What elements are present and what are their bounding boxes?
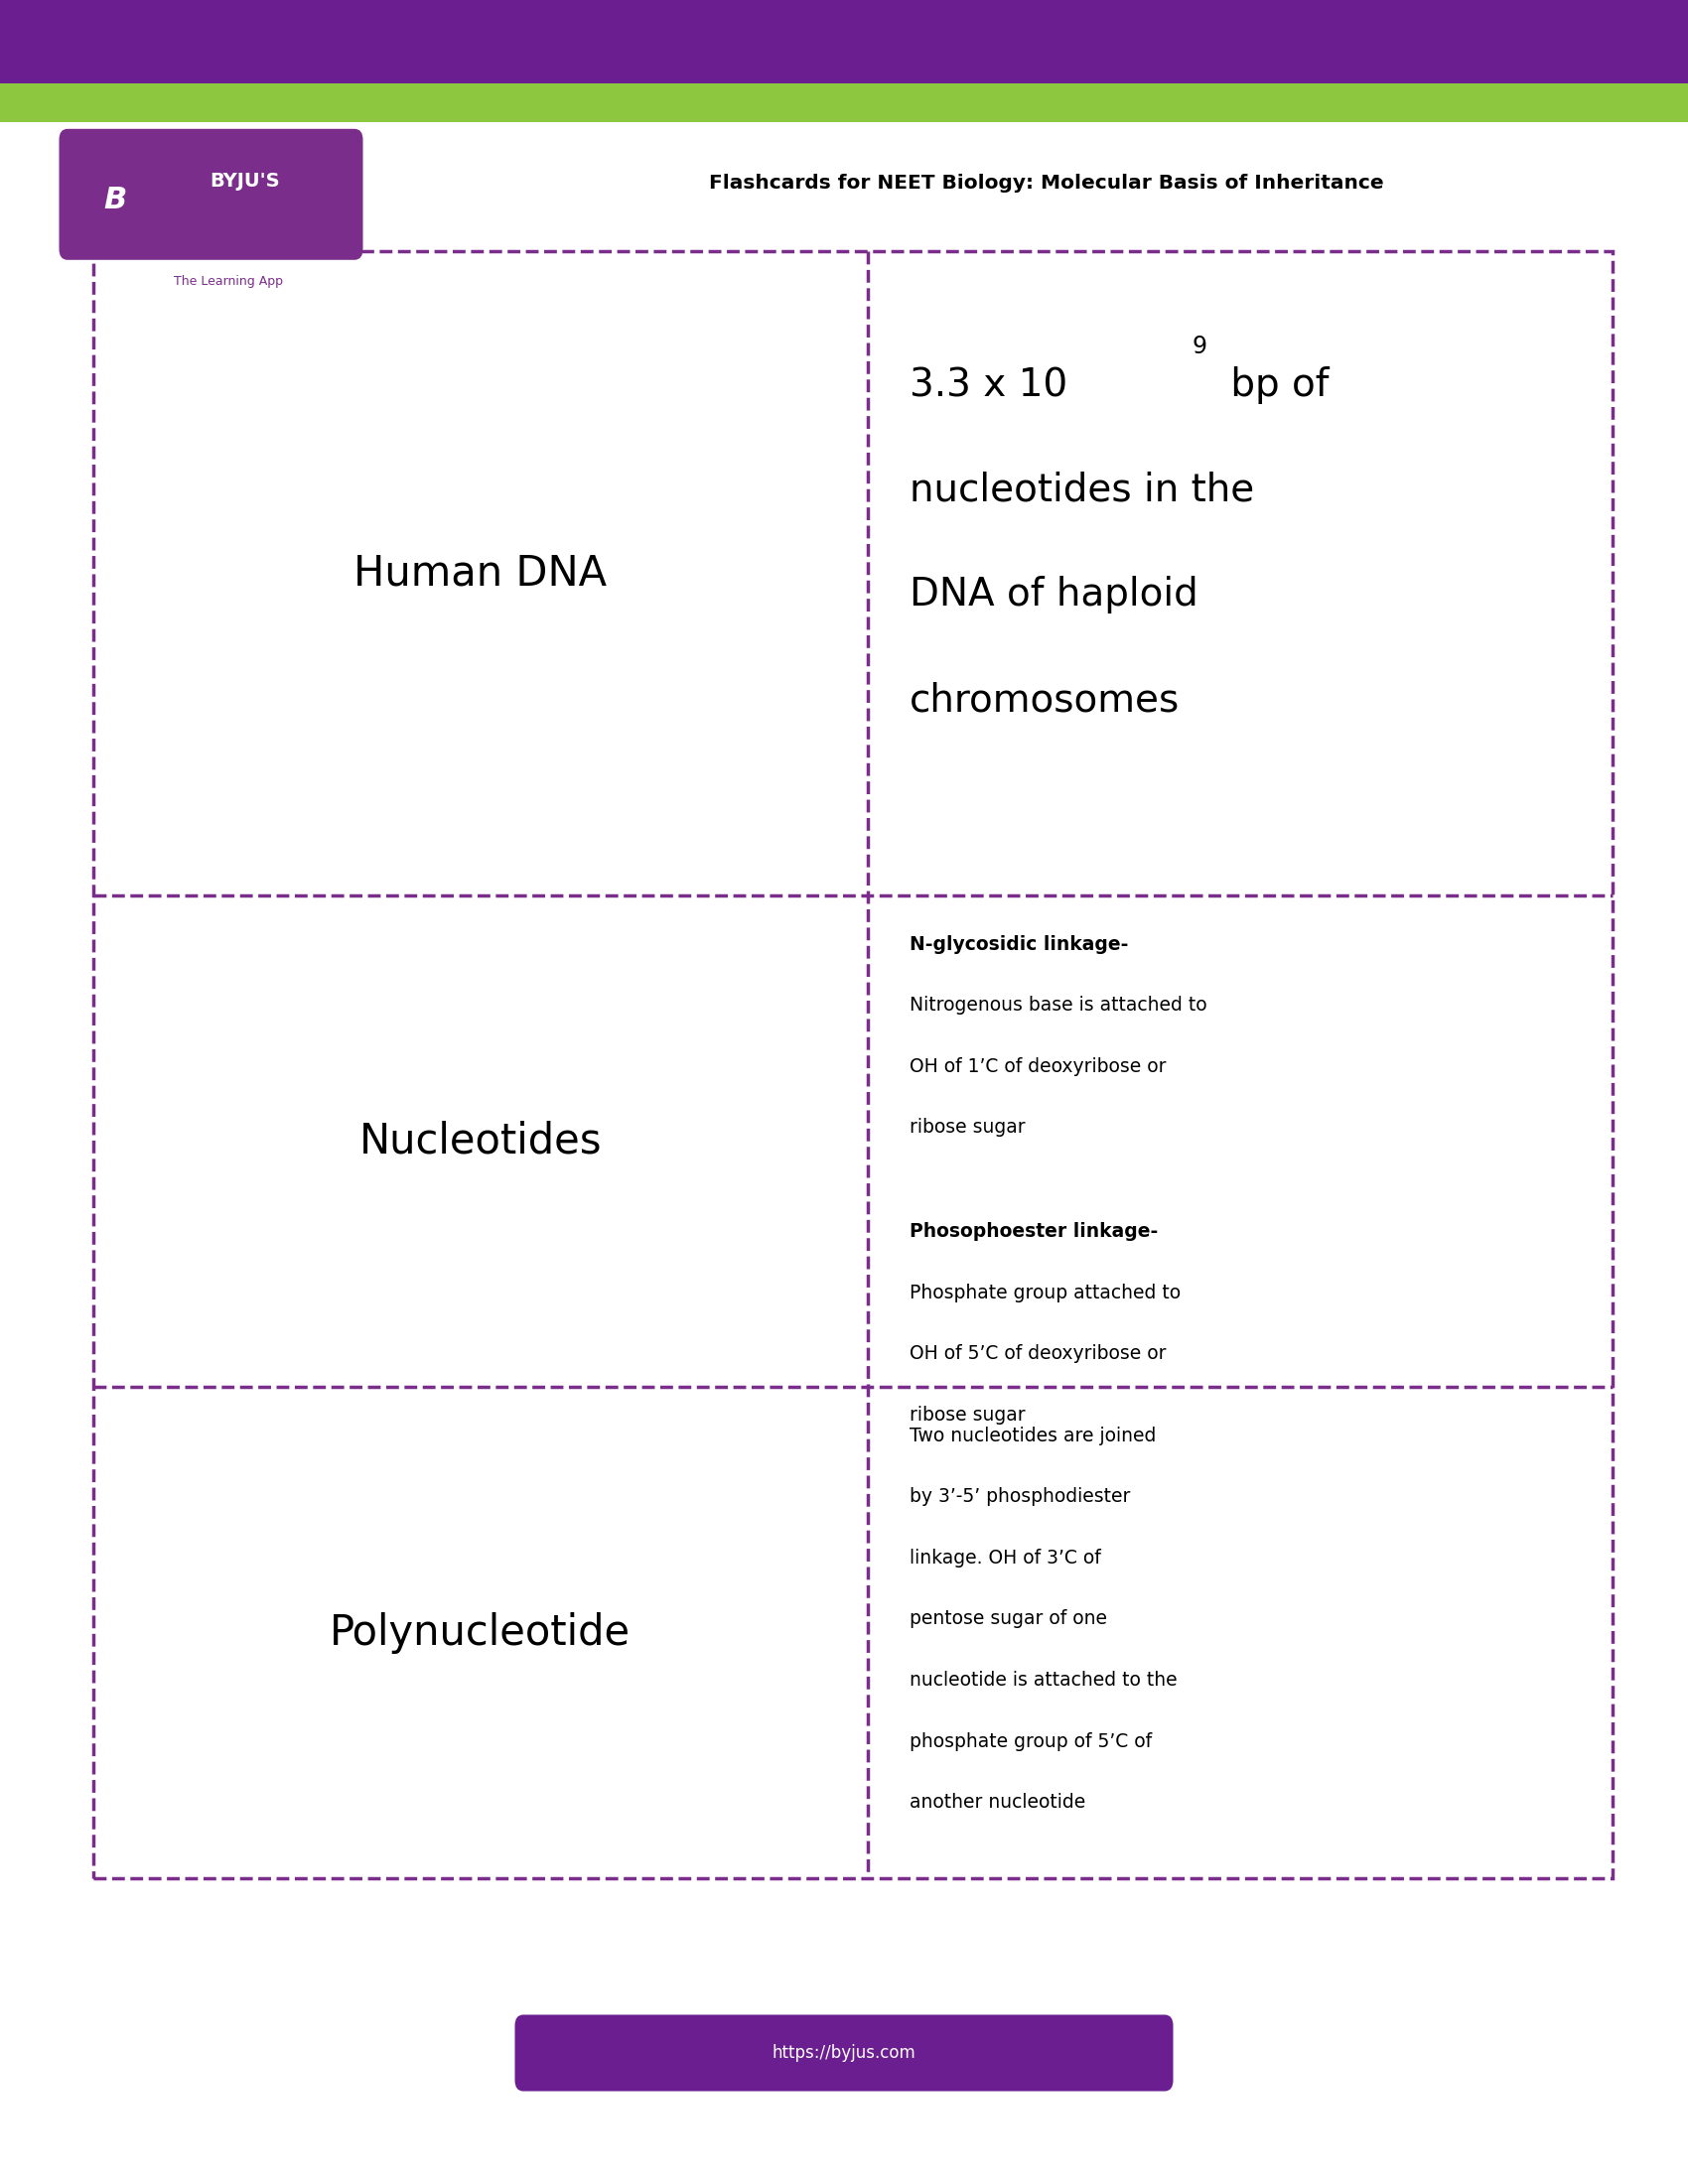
Text: chromosomes: chromosomes — [910, 681, 1180, 719]
Text: Two nucleotides are joined: Two nucleotides are joined — [910, 1426, 1156, 1446]
Text: nucleotides in the: nucleotides in the — [910, 472, 1254, 509]
Text: nucleotide is attached to the: nucleotide is attached to the — [910, 1671, 1178, 1690]
Text: 9: 9 — [1192, 334, 1207, 358]
Text: OH of 1’C of deoxyribose or: OH of 1’C of deoxyribose or — [910, 1057, 1166, 1077]
FancyBboxPatch shape — [0, 0, 1688, 83]
Text: Phosphate group attached to: Phosphate group attached to — [910, 1284, 1182, 1302]
Text: linkage. OH of 3’C of: linkage. OH of 3’C of — [910, 1548, 1101, 1568]
Text: Human DNA: Human DNA — [353, 553, 608, 594]
Text: Polynucleotide: Polynucleotide — [329, 1612, 631, 1653]
Text: by 3’-5’ phosphodiester: by 3’-5’ phosphodiester — [910, 1487, 1131, 1507]
FancyBboxPatch shape — [59, 129, 363, 260]
Text: ribose sugar: ribose sugar — [910, 1406, 1026, 1424]
Text: Phosophoester linkage-: Phosophoester linkage- — [910, 1223, 1158, 1241]
Text: https://byjus.com: https://byjus.com — [771, 2044, 917, 2062]
Text: 3.3 x 10: 3.3 x 10 — [910, 367, 1069, 404]
Text: pentose sugar of one: pentose sugar of one — [910, 1610, 1107, 1629]
Text: phosphate group of 5’C of: phosphate group of 5’C of — [910, 1732, 1153, 1752]
Text: Flashcards for NEET Biology: Molecular Basis of Inheritance: Flashcards for NEET Biology: Molecular B… — [709, 175, 1384, 192]
Text: another nucleotide: another nucleotide — [910, 1793, 1085, 1813]
Text: Nitrogenous base is attached to: Nitrogenous base is attached to — [910, 996, 1207, 1016]
Text: ribose sugar: ribose sugar — [910, 1118, 1026, 1138]
Text: DNA of haploid: DNA of haploid — [910, 577, 1198, 614]
Text: BYJU'S: BYJU'S — [209, 173, 280, 190]
Text: B: B — [103, 186, 127, 214]
Text: The Learning App: The Learning App — [174, 275, 282, 288]
FancyBboxPatch shape — [0, 83, 1688, 122]
Text: OH of 5’C of deoxyribose or: OH of 5’C of deoxyribose or — [910, 1345, 1166, 1363]
Text: N-glycosidic linkage-: N-glycosidic linkage- — [910, 935, 1129, 954]
Text: bp of: bp of — [1219, 367, 1330, 404]
Text: Nucleotides: Nucleotides — [360, 1120, 601, 1162]
FancyBboxPatch shape — [515, 2014, 1173, 2090]
